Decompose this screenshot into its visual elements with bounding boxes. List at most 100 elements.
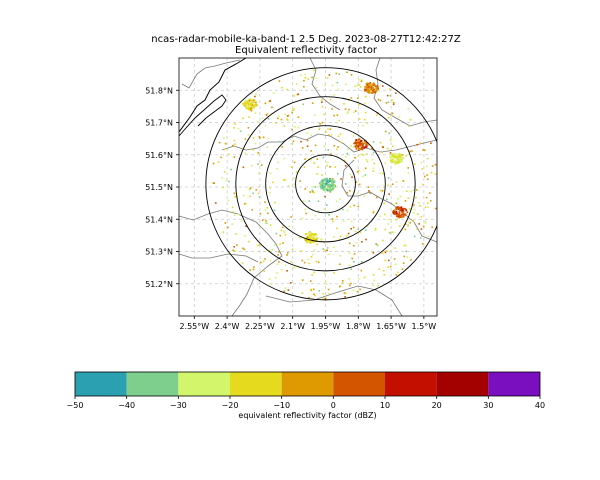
echo-speckle	[326, 204, 328, 206]
echo-cluster-cell	[369, 84, 372, 87]
echo-speckle	[287, 185, 290, 187]
echo-speckle	[333, 236, 335, 238]
echo-speckle	[358, 118, 361, 120]
chart-title: ncas-radar-mobile-ka-band-1 2.5 Deg. 202…	[151, 34, 461, 45]
echo-speckle	[264, 208, 267, 211]
range-ring	[265, 125, 386, 243]
echo-cluster-cell	[396, 206, 399, 209]
echo-speckle	[288, 225, 290, 228]
echo-speckle	[268, 250, 271, 252]
echo-speckle	[290, 216, 292, 218]
echo-speckle	[315, 77, 318, 80]
echo-speckle	[381, 190, 384, 192]
echo-cluster-cell	[372, 86, 375, 89]
colorbar-tick-label: −20	[222, 401, 239, 410]
echo-speckle	[373, 279, 375, 282]
echo-speckle	[314, 186, 317, 188]
echo-speckle	[358, 103, 360, 106]
echo-cluster-cell	[394, 162, 396, 165]
echo-speckle	[284, 178, 286, 181]
echo-cluster-cell	[253, 103, 256, 106]
echo-speckle	[233, 156, 236, 158]
echo-cluster-cell	[368, 92, 371, 94]
echo-speckle	[252, 192, 254, 195]
echo-speckle	[242, 194, 245, 197]
echo-speckle	[358, 170, 360, 172]
echo-cluster-cell	[320, 180, 323, 183]
echo-cluster-cell	[394, 157, 397, 159]
echo-speckle	[334, 166, 336, 168]
echo-speckle	[358, 84, 361, 86]
echo-speckle	[352, 289, 355, 292]
echo-speckle	[341, 281, 344, 284]
echo-speckle	[422, 225, 425, 228]
echo-cluster-cell	[398, 206, 401, 209]
echo-speckle	[317, 166, 319, 168]
echo-speckle	[373, 162, 376, 165]
echo-speckle	[304, 158, 306, 160]
echo-speckle	[401, 268, 404, 270]
echo-cluster-cell	[311, 233, 314, 235]
echo-speckle	[331, 218, 334, 220]
echo-cluster-cell	[394, 210, 396, 213]
echo-cluster-cell	[314, 238, 316, 240]
echo-speckle	[360, 80, 363, 83]
echo-speckle	[278, 80, 281, 82]
echo-speckle	[290, 282, 292, 284]
echo-speckle	[303, 79, 305, 82]
echo-speckle	[300, 250, 303, 252]
echo-speckle	[233, 127, 235, 129]
echo-speckle	[284, 113, 287, 116]
echo-speckle	[235, 244, 238, 246]
echo-speckle	[371, 158, 374, 161]
echo-speckle	[395, 181, 398, 183]
echo-speckle	[233, 246, 235, 248]
echo-cluster-cell	[245, 99, 247, 102]
echo-speckle	[426, 174, 428, 176]
echo-speckle	[364, 167, 367, 170]
echo-cluster-cell	[251, 99, 254, 102]
echo-cluster-cell	[403, 207, 406, 210]
echo-speckle	[419, 205, 421, 207]
echo-speckle	[386, 250, 388, 252]
echo-speckle	[377, 98, 380, 101]
echo-speckle	[325, 297, 327, 299]
echo-speckle	[346, 191, 349, 194]
echo-cluster-cell	[368, 89, 370, 92]
echo-speckle	[306, 132, 308, 134]
echo-speckle	[357, 97, 359, 99]
echo-cluster-cell	[377, 87, 379, 90]
echo-speckle	[248, 116, 250, 118]
echo-speckle	[326, 164, 328, 167]
echo-cluster-cell	[367, 87, 369, 90]
echo-speckle	[310, 134, 312, 137]
echo-speckle	[244, 138, 247, 140]
echo-cluster-cell	[355, 139, 358, 141]
echo-speckle	[328, 214, 330, 216]
echo-speckle	[346, 152, 348, 155]
echo-speckle	[316, 173, 319, 175]
echo-speckle	[337, 146, 339, 148]
echo-cluster-cell	[373, 84, 376, 87]
echo-cluster-cell	[307, 241, 310, 244]
echo-cluster-cell	[357, 145, 359, 148]
echo-cluster-cell	[244, 104, 247, 107]
x-tick-label: 1.8°W	[346, 322, 371, 331]
echo-cluster-cell	[328, 189, 330, 192]
echo-cluster-cell	[311, 236, 313, 238]
echo-speckle	[322, 248, 325, 250]
echo-speckle	[302, 279, 304, 281]
echo-cluster-cell	[401, 157, 404, 159]
echo-cluster-cell	[315, 233, 317, 236]
echo-speckle	[372, 167, 375, 170]
colorbar-segment	[281, 372, 334, 396]
echo-speckle	[406, 256, 409, 258]
echo-speckle	[313, 114, 316, 117]
echo-cluster-cell	[402, 210, 405, 213]
range-rings	[205, 67, 437, 301]
echo-speckle	[293, 161, 296, 164]
echo-speckle	[402, 180, 405, 182]
echo-speckle	[235, 195, 237, 198]
echo-speckle	[357, 228, 359, 231]
echo-speckle	[321, 101, 323, 103]
